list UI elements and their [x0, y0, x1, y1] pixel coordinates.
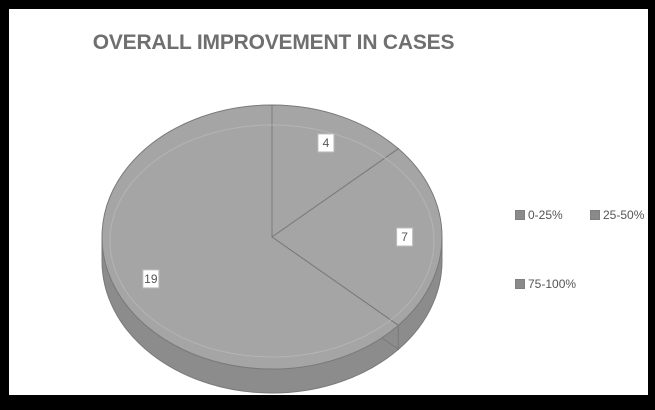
data-label-1: 7 — [401, 230, 408, 244]
legend-swatch-1 — [590, 210, 600, 220]
legend-label-2: 75-100% — [528, 277, 577, 291]
legend-label-0: 0-25% — [528, 208, 563, 222]
legend-swatch-0 — [515, 210, 525, 220]
legend-item-1: 25-50% — [590, 208, 644, 222]
chart-frame: OVERALL IMPROVEMENT IN CASES 4 7 19 0-25% … — [9, 9, 648, 395]
pie-chart: 4 7 19 — [101, 104, 443, 394]
data-label-box-1 — [396, 227, 414, 247]
data-label-box-2 — [142, 269, 160, 289]
legend-item-0: 0-25% — [515, 208, 563, 222]
pie-highlight — [109, 124, 435, 358]
legend-item-2: 75-100% — [515, 277, 576, 291]
legend-label-1: 25-50% — [603, 208, 645, 222]
data-label-0: 4 — [323, 136, 330, 150]
data-label-2: 19 — [144, 272, 158, 286]
pie-slice-0 — [271, 104, 400, 238]
pie-slice-2 — [101, 104, 400, 370]
data-label-box-0 — [317, 133, 335, 153]
chart-title: OVERALL IMPROVEMENT IN CASES — [92, 31, 455, 54]
pie-slice-1 — [271, 148, 443, 326]
legend-swatch-2 — [515, 279, 525, 289]
